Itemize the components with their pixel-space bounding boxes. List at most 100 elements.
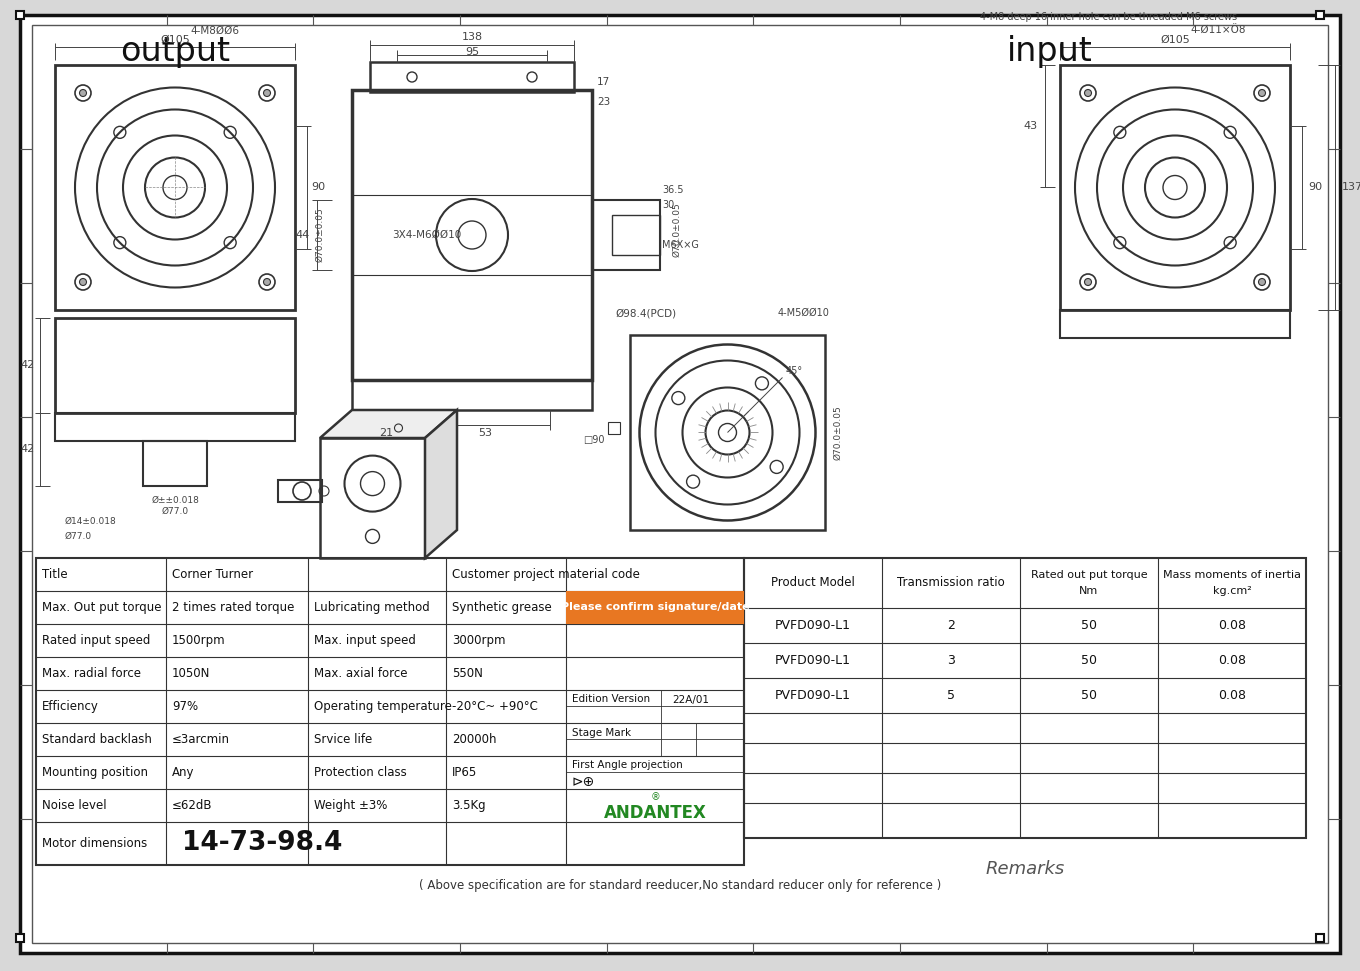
Text: Protection class: Protection class xyxy=(314,766,407,779)
Text: 42: 42 xyxy=(20,360,35,371)
Text: IP65: IP65 xyxy=(452,766,477,779)
Text: 0.08: 0.08 xyxy=(1219,654,1246,667)
Text: ANDANTEX: ANDANTEX xyxy=(604,803,706,821)
Text: 95: 95 xyxy=(465,47,479,57)
Bar xyxy=(35,558,744,865)
Bar xyxy=(630,335,826,530)
Circle shape xyxy=(1084,279,1092,285)
Circle shape xyxy=(1258,89,1266,96)
Text: 4-Ø11×Ö8: 4-Ø11×Ö8 xyxy=(1190,26,1246,36)
Text: Max. Out put torque: Max. Out put torque xyxy=(42,601,162,614)
Text: Standard backlash: Standard backlash xyxy=(42,733,152,746)
Text: 0.08: 0.08 xyxy=(1219,689,1246,702)
Text: 3.5Kg: 3.5Kg xyxy=(452,799,486,812)
Text: Ø105: Ø105 xyxy=(1160,35,1190,45)
Bar xyxy=(54,318,295,413)
Bar xyxy=(143,441,207,486)
Text: Operating temperature: Operating temperature xyxy=(314,700,452,713)
Text: Ø14±0.018: Ø14±0.018 xyxy=(65,517,117,525)
Text: Efficiency: Efficiency xyxy=(42,700,99,713)
Text: ( Above specification are for standard reeducer,No standard reducer only for ref: ( Above specification are for standard r… xyxy=(419,879,941,891)
Bar xyxy=(352,380,592,410)
Text: 50: 50 xyxy=(1081,619,1098,632)
Text: Lubricating method: Lubricating method xyxy=(314,601,430,614)
Text: ®: ® xyxy=(650,792,660,802)
Bar xyxy=(1316,934,1325,942)
Text: 90: 90 xyxy=(1308,183,1322,192)
Text: ≤3arcmin: ≤3arcmin xyxy=(171,733,230,746)
Bar xyxy=(1059,310,1291,338)
Text: 14-73-98.4: 14-73-98.4 xyxy=(182,830,343,856)
Text: ⊳⊕: ⊳⊕ xyxy=(573,775,596,788)
Text: 2 times rated torque: 2 times rated torque xyxy=(171,601,294,614)
Text: 44: 44 xyxy=(295,230,310,240)
Bar xyxy=(566,591,744,624)
Polygon shape xyxy=(320,410,457,438)
Text: Any: Any xyxy=(171,766,194,779)
Text: 23: 23 xyxy=(597,97,611,107)
Bar xyxy=(592,200,660,270)
Text: Ø77.0: Ø77.0 xyxy=(65,531,92,541)
Text: PVFD090-L1: PVFD090-L1 xyxy=(775,654,851,667)
Text: 50: 50 xyxy=(1081,654,1098,667)
Bar xyxy=(1316,11,1325,19)
Text: 137: 137 xyxy=(1342,183,1360,192)
Text: □90: □90 xyxy=(583,436,605,446)
Bar xyxy=(16,11,24,19)
Text: 53: 53 xyxy=(477,428,492,438)
Text: 1050N: 1050N xyxy=(171,667,211,680)
Bar xyxy=(1059,65,1291,310)
Text: 36.5: 36.5 xyxy=(662,185,684,195)
Text: Noise level: Noise level xyxy=(42,799,106,812)
Text: -20°C~ +90°C: -20°C~ +90°C xyxy=(452,700,537,713)
Circle shape xyxy=(1084,89,1092,96)
Text: 20000h: 20000h xyxy=(452,733,496,746)
Text: 50: 50 xyxy=(1081,689,1098,702)
Text: Srvice life: Srvice life xyxy=(314,733,373,746)
Text: 17: 17 xyxy=(597,77,611,87)
Text: Ø70.0±0.05: Ø70.0±0.05 xyxy=(316,208,325,262)
Text: Synthetic grease: Synthetic grease xyxy=(452,601,552,614)
Text: Stage Mark: Stage Mark xyxy=(573,727,631,738)
Text: 3X4-M6ØØ10: 3X4-M6ØØ10 xyxy=(392,230,461,240)
Bar xyxy=(744,558,1306,838)
Circle shape xyxy=(264,89,271,96)
Text: 3000rpm: 3000rpm xyxy=(452,634,506,647)
Bar xyxy=(370,62,574,92)
Circle shape xyxy=(1258,279,1266,285)
Text: Remarks: Remarks xyxy=(986,860,1065,879)
Text: 4-M8ØØ6: 4-M8ØØ6 xyxy=(190,26,239,36)
Text: Product Model: Product Model xyxy=(771,577,855,589)
Text: 43: 43 xyxy=(1024,121,1038,131)
Text: Customer project material code: Customer project material code xyxy=(452,568,639,581)
Text: PVFD090-L1: PVFD090-L1 xyxy=(775,619,851,632)
Text: 3: 3 xyxy=(947,654,955,667)
Text: Max. input speed: Max. input speed xyxy=(314,634,416,647)
Circle shape xyxy=(79,279,87,285)
Text: Nm: Nm xyxy=(1080,586,1099,596)
Bar xyxy=(352,90,592,380)
Text: Edition Version: Edition Version xyxy=(573,694,650,705)
Text: 97%: 97% xyxy=(171,700,199,713)
Text: PVFD090-L1: PVFD090-L1 xyxy=(775,689,851,702)
Text: 550N: 550N xyxy=(452,667,483,680)
Text: output: output xyxy=(120,36,230,69)
Circle shape xyxy=(264,279,271,285)
Text: 45°: 45° xyxy=(786,365,802,376)
Text: Corner Turner: Corner Turner xyxy=(171,568,253,581)
Text: 5: 5 xyxy=(947,689,955,702)
Text: 0.08: 0.08 xyxy=(1219,619,1246,632)
Bar xyxy=(608,422,620,434)
Text: Ø70.0±0.05: Ø70.0±0.05 xyxy=(672,203,681,257)
Text: Motor dimensions: Motor dimensions xyxy=(42,837,147,850)
Text: Please confirm signature/date: Please confirm signature/date xyxy=(560,602,749,613)
Text: 21: 21 xyxy=(379,428,393,438)
Text: input: input xyxy=(1008,36,1093,69)
Circle shape xyxy=(79,89,87,96)
Text: 4-M8 deep 16 inner hole can be threaded M6 screws: 4-M8 deep 16 inner hole can be threaded … xyxy=(981,12,1238,22)
Text: 2: 2 xyxy=(947,619,955,632)
Text: 90: 90 xyxy=(311,183,325,192)
Text: Ø98.4(PCD): Ø98.4(PCD) xyxy=(615,308,676,318)
Text: M6X×G: M6X×G xyxy=(662,240,699,250)
Bar xyxy=(320,438,424,558)
